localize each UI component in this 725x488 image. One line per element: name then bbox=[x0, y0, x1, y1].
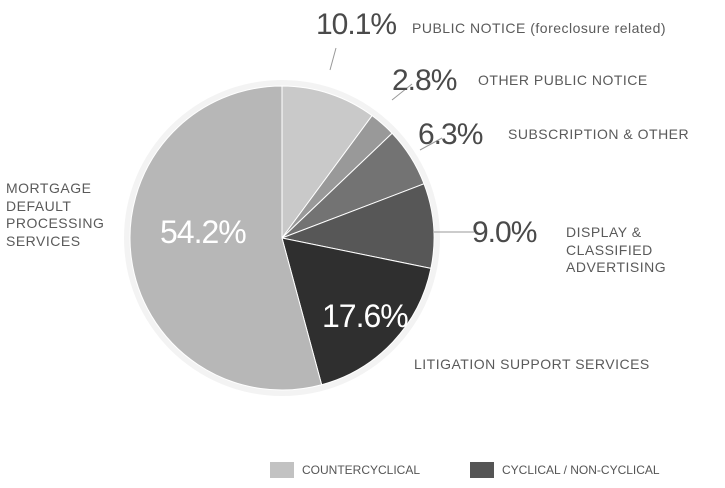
legend-item: CYCLICAL / NON-CYCLICAL bbox=[470, 462, 660, 478]
value-label: 54.2% bbox=[160, 214, 247, 250]
category-label: MORTGAGE DEFAULT PROCESSING SERVICES bbox=[6, 180, 105, 249]
value-label: 6.3% bbox=[418, 118, 483, 151]
legend-label: CYCLICAL / NON-CYCLICAL bbox=[502, 463, 660, 477]
legend-swatch bbox=[270, 462, 294, 478]
pie-slice bbox=[281, 85, 373, 240]
category-label: SUBSCRIPTION & OTHER bbox=[508, 126, 690, 142]
legend-item: COUNTERCYCLICAL bbox=[270, 462, 420, 478]
leader-line bbox=[391, 83, 413, 101]
pie-slice bbox=[280, 183, 435, 269]
value-label: 10.1% bbox=[316, 8, 397, 41]
value-label: 9.0% bbox=[472, 216, 537, 249]
category-label: OTHER PUBLIC NOTICE bbox=[478, 72, 648, 88]
leader-line bbox=[329, 47, 337, 71]
value-label: 2.8% bbox=[392, 64, 457, 97]
pie-slice bbox=[281, 237, 432, 386]
leader-line bbox=[419, 137, 443, 151]
leader-lines bbox=[329, 47, 474, 233]
category-label: LITIGATION SUPPORT SERVICES bbox=[414, 356, 650, 372]
legend-label: COUNTERCYCLICAL bbox=[302, 463, 421, 477]
category-label: DISPLAY & CLASSIFIED ADVERTISING bbox=[566, 224, 667, 275]
category-label: PUBLIC NOTICE (foreclosure related) bbox=[412, 20, 667, 36]
value-label: 17.6% bbox=[322, 298, 409, 334]
pie-slice bbox=[129, 85, 323, 391]
legend-swatch bbox=[470, 462, 494, 478]
